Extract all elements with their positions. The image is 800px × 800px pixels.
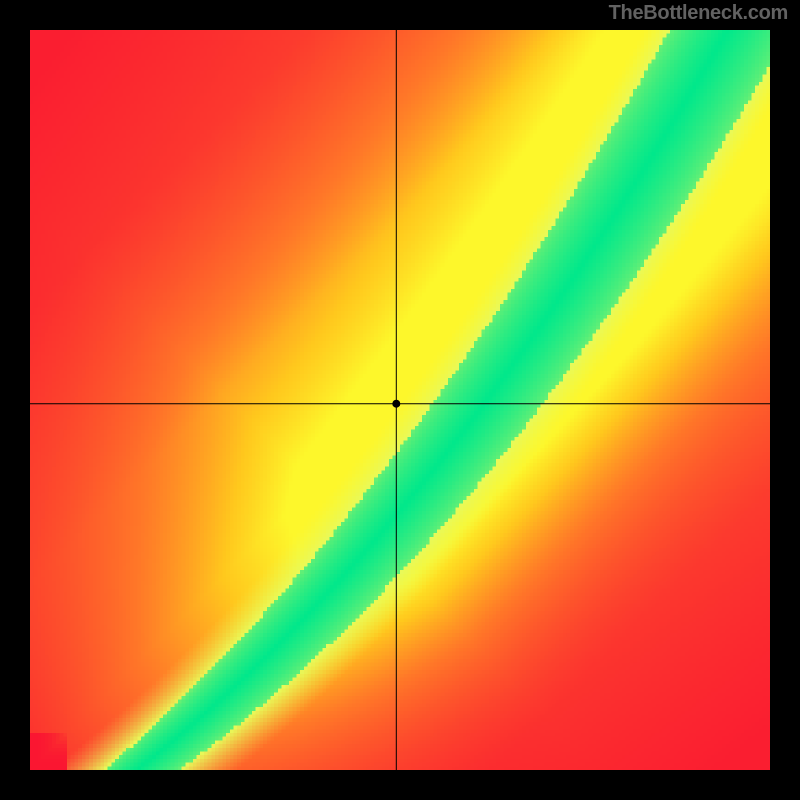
chart-container: TheBottleneck.com	[0, 0, 800, 800]
watermark-text: TheBottleneck.com	[609, 2, 788, 25]
heatmap-canvas	[30, 30, 770, 770]
